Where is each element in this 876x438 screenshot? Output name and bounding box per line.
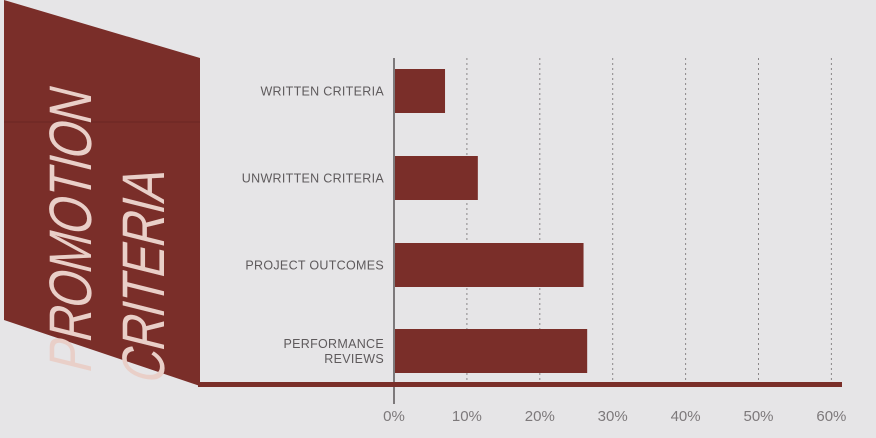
bar-performance-reviews [394,329,588,373]
x-axis-baseline [198,382,842,387]
gridlines [466,58,832,382]
x-tick-labels: 0% 10% 20% 30% 40% 50% 60% [383,408,846,425]
x-tick-label: 50% [743,408,773,425]
x-tick-label: 10% [452,408,482,425]
category-labels: WRITTEN CRITERIA UNWRITTEN CRITERIA PROJEC… [242,85,385,367]
x-tick-label: 20% [525,408,555,425]
x-tick-label: 30% [598,408,628,425]
title-panel [4,0,200,386]
chart-title: PROMOTION CRITERIA [36,80,177,390]
category-label: PROJECT OUTCOMES [245,259,384,273]
bar-written-criteria [394,69,446,113]
x-tick-label: 40% [671,408,701,425]
bars [394,69,588,373]
bar-unwritten-criteria [394,156,478,200]
title-line: PROMOTION [36,80,104,378]
x-tick-label: 0% [383,408,405,425]
category-label: PERFORMANCE REVIEWS [283,337,384,366]
category-label: UNWRITTEN CRITERIA [242,172,385,186]
category-label: WRITTEN CRITERIA [260,85,384,99]
bar-project-outcomes [394,243,584,287]
x-tick-label: 60% [816,408,846,425]
title-line: CRITERIA [109,159,177,389]
